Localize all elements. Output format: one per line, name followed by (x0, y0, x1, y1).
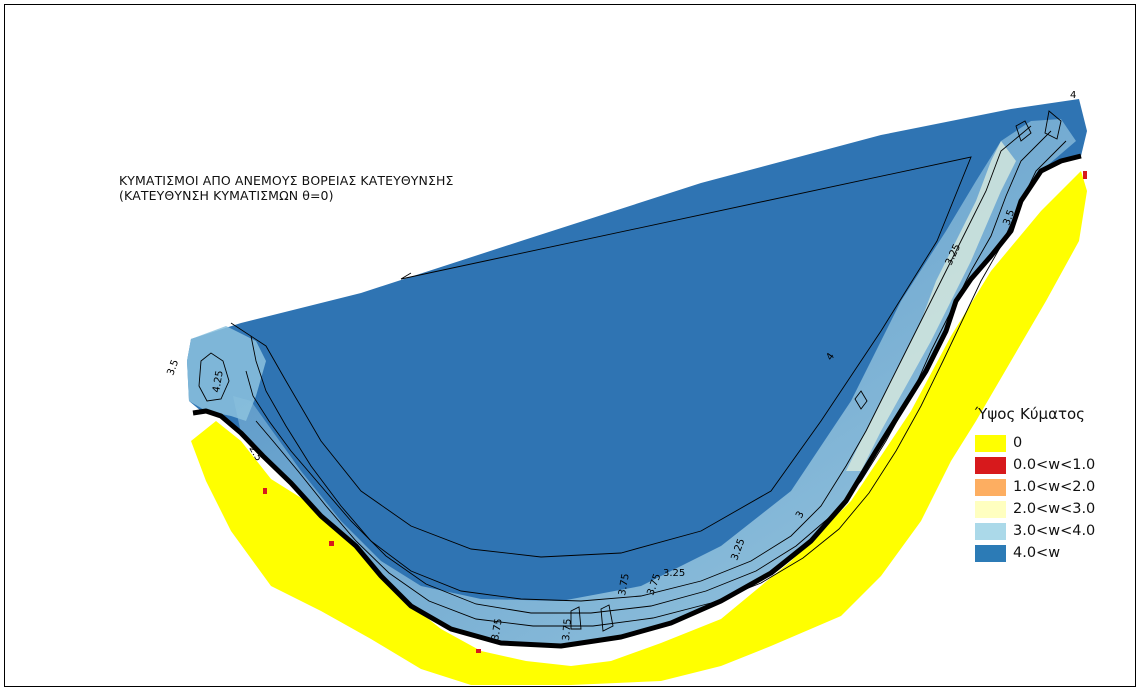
legend-swatch (975, 500, 1006, 518)
legend-swatch (975, 544, 1006, 562)
legend-swatch (975, 522, 1006, 540)
contour-label-group: 4 3.5 4.25 2.5 3.25 3.5 3 3.75 3.25 3.75… (165, 90, 1076, 642)
map-title-line-2: (ΚΑΤΕΥΘΥΝΣΗ ΚΥΜΑΤΙΣΜΩΝ θ=0) (119, 188, 334, 203)
legend-item-2: 1.0<w<2.0 (975, 476, 1125, 498)
contour-label: 3.25 (663, 568, 685, 579)
legend-item-5: 4.0<w (975, 542, 1125, 564)
contour-label: 3 (794, 509, 807, 520)
contour-lines (198, 110, 1067, 632)
contour-label: 3.5 (165, 358, 181, 377)
legend-item-1: 0.0<w<1.0 (975, 454, 1125, 476)
legend-swatch (975, 478, 1006, 496)
sea-area (187, 99, 1087, 646)
legend-swatch (975, 456, 1006, 474)
legend-swatch (975, 434, 1006, 452)
contour-label: 3.5 (1001, 208, 1017, 227)
contour-label: 3.75 (617, 573, 632, 597)
map-title-line-1: ΚΥΜΑΤΙΣΜΟΙ ΑΠΟ ΑΝΕΜΟΥΣ ΒΟΡΕΙΑΣ ΚΑΤΕΥΘΥΝΣ… (119, 173, 454, 188)
legend-title: Ύψος Κύματος (975, 405, 1085, 423)
land-zone-zero (191, 171, 1087, 685)
contour-label: 4 (824, 351, 837, 363)
contour-label: 4.25 (211, 370, 226, 394)
legend-label: 3.0<w<4.0 (1013, 523, 1096, 539)
contour-label: 3.75 (561, 618, 574, 641)
legend-label: 0.0<w<1.0 (1013, 457, 1096, 473)
legend-item-3: 2.0<w<3.0 (975, 498, 1125, 520)
wave-height-map: 4 3.5 4.25 2.5 3.25 3.5 3 3.75 3.25 3.75… (165, 90, 1087, 685)
legend-items: 0 0.0<w<1.0 1.0<w<2.0 2.0<w<3.0 3.0<w<4.… (975, 432, 1125, 564)
legend-label: 0 (1013, 435, 1023, 451)
contour-label: 3.75 (490, 618, 505, 642)
contour-label: 4 (1070, 90, 1076, 101)
map-title: ΚΥΜΑΤΙΣΜΟΙ ΑΠΟ ΑΝΕΜΟΥΣ ΒΟΡΕΙΑΣ ΚΑΤΕΥΘΥΝΣ… (119, 173, 453, 203)
legend: Ύψος Κύματος 0 0.0<w<1.0 1.0<w<2.0 2.0<w… (975, 405, 1125, 564)
legend-label: 1.0<w<2.0 (1013, 479, 1096, 495)
legend-label: 4.0<w (1013, 545, 1061, 561)
coastline (192, 153, 1082, 649)
legend-item-4: 3.0<w<4.0 (975, 520, 1125, 542)
legend-label: 2.0<w<3.0 (1013, 501, 1096, 517)
map-frame: 4 3.5 4.25 2.5 3.25 3.5 3 3.75 3.25 3.75… (4, 4, 1136, 687)
transition-band (846, 141, 1016, 471)
legend-item-0: 0 (975, 432, 1125, 454)
